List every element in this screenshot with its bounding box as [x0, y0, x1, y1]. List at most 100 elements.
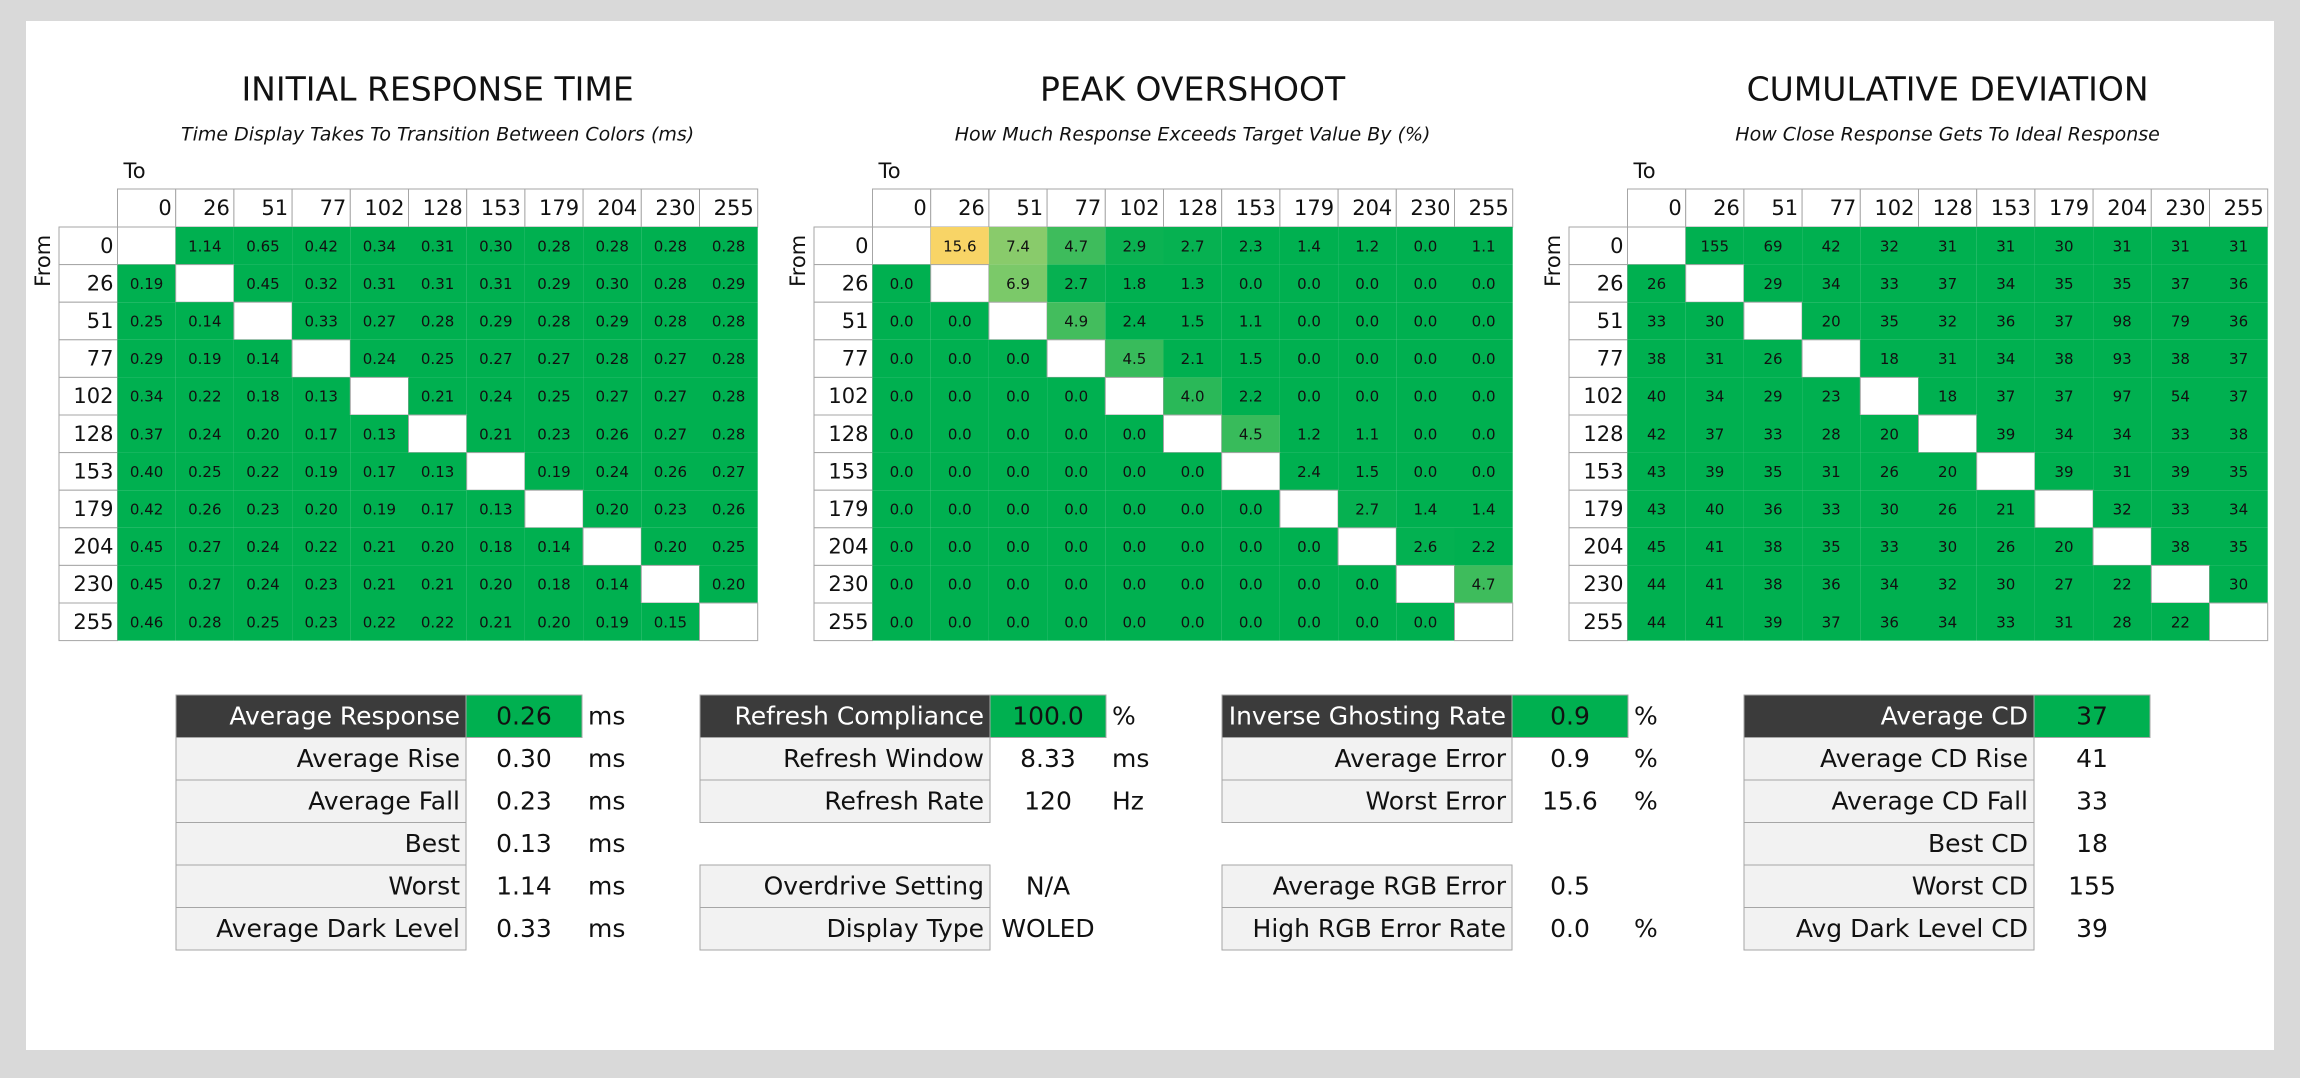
heat-cell	[1338, 565, 1397, 603]
heat-cell	[1163, 227, 1222, 265]
heat-cell	[175, 415, 234, 453]
stat-label-cell	[699, 694, 991, 738]
heat-cell	[699, 377, 758, 415]
cell-value: 0.17	[421, 501, 454, 519]
cell-value: 0.65	[246, 237, 279, 255]
column-header-cell	[2150, 188, 2211, 228]
cell-value: 0.33	[304, 313, 337, 331]
cell-value: 0.0	[1006, 538, 1030, 556]
heat-cell	[872, 264, 931, 303]
stat-label: Average Rise	[297, 744, 460, 773]
cell-value: 37	[2229, 350, 2248, 368]
cell-value: 0.0	[1413, 275, 1437, 293]
row-header: 51	[87, 309, 114, 333]
cell-value: 0.31	[421, 237, 454, 255]
stat-value: 18	[2076, 829, 2108, 858]
row-header: 51	[1597, 309, 1624, 333]
heat-cell	[583, 452, 642, 491]
row-header: 230	[73, 572, 113, 596]
cell-value: 0.22	[363, 613, 396, 631]
cell-value: 2.7	[1064, 275, 1088, 293]
cell-value: 0.29	[130, 350, 163, 368]
cell-value: 18	[1880, 350, 1899, 368]
stat-label-cell	[1221, 694, 1513, 738]
cell-value: 0.0	[1355, 350, 1379, 368]
stat-label: Refresh Window	[783, 744, 984, 773]
heat-cell	[175, 490, 234, 528]
cell-value: 0.0	[1413, 463, 1437, 481]
empty-cell	[349, 376, 409, 416]
cell-value: 0.31	[421, 275, 454, 293]
heat-cell	[408, 339, 467, 378]
cell-value: 0.27	[654, 350, 687, 368]
cell-value: 30	[2054, 237, 2073, 255]
heat-cell	[466, 603, 525, 641]
heat-cell	[466, 490, 525, 528]
heat-cell	[350, 227, 409, 265]
cell-value: 0.28	[712, 313, 745, 331]
cell-value: 0.0	[1355, 613, 1379, 631]
heat-cell	[1802, 227, 1861, 265]
row-header: 128	[828, 422, 868, 446]
cell-value: 0.28	[712, 388, 745, 406]
heat-cell	[2034, 565, 2094, 603]
heat-cell	[1685, 339, 1744, 378]
cell-value: 26	[1763, 350, 1782, 368]
heat-cell	[524, 527, 584, 566]
cell-value: 0.21	[479, 425, 512, 443]
heat-cell	[2151, 227, 2210, 265]
cell-value: 0.0	[890, 388, 914, 406]
cell-value: 0.0	[1122, 501, 1146, 519]
stat-unit: ms	[1112, 744, 1149, 773]
cell-value: 0.46	[130, 613, 163, 631]
cell-value: 2.9	[1122, 237, 1146, 255]
heat-cell	[2209, 302, 2268, 340]
cell-value: 36	[1996, 313, 2015, 331]
column-header-cell	[1743, 188, 1803, 228]
heat-cell	[2151, 415, 2210, 453]
cell-value: 0.0	[1297, 538, 1321, 556]
cell-value: 0.40	[130, 463, 163, 481]
cell-value: 1.1	[1472, 237, 1496, 255]
column-header-cell	[2034, 188, 2094, 228]
heat-cell	[1454, 452, 1513, 491]
heat-cell	[408, 452, 467, 491]
cell-value: 39	[2054, 463, 2073, 481]
cell-value: 0.0	[890, 275, 914, 293]
cell-value: 20	[2054, 538, 2073, 556]
cell-value: 21	[1996, 501, 2015, 519]
heat-cell	[2093, 302, 2152, 340]
cell-value: 4.0	[1181, 388, 1205, 406]
cell-value: 30	[1996, 576, 2015, 594]
heat-cell	[583, 603, 642, 641]
stat-value-cell	[2033, 694, 2151, 738]
cell-value: 0.0	[948, 613, 972, 631]
cell-value: 0.0	[1413, 313, 1437, 331]
heat-cell	[1802, 565, 1861, 603]
column-header: 102	[364, 196, 404, 220]
heat-cell	[1396, 227, 1455, 265]
cell-value: 36	[2229, 275, 2248, 293]
column-header: 153	[1236, 196, 1276, 220]
cell-value: 0.27	[479, 350, 512, 368]
column-header: 204	[2107, 196, 2147, 220]
cell-value: 0.19	[304, 463, 337, 481]
heat-cell	[1802, 302, 1861, 340]
row-header-cell	[813, 452, 873, 491]
cell-value: 97	[2113, 388, 2132, 406]
heat-cell	[524, 415, 584, 453]
heat-cell	[1802, 264, 1861, 303]
heat-cell	[350, 565, 409, 603]
cell-value: 0.23	[537, 425, 570, 443]
row-header: 204	[1583, 535, 1623, 559]
cell-value: 2.3	[1239, 237, 1263, 255]
heat-cell	[117, 603, 176, 641]
heat-cell	[988, 415, 1048, 453]
heat-cell	[1163, 527, 1222, 566]
panel-title: CUMULATIVE DEVIATION	[1747, 70, 2149, 109]
stat-label-cell	[175, 737, 467, 781]
heat-cell	[1918, 264, 1977, 303]
column-header-cell	[872, 188, 932, 228]
stat-label-cell	[1221, 907, 1513, 951]
cell-value: 31	[2113, 463, 2132, 481]
